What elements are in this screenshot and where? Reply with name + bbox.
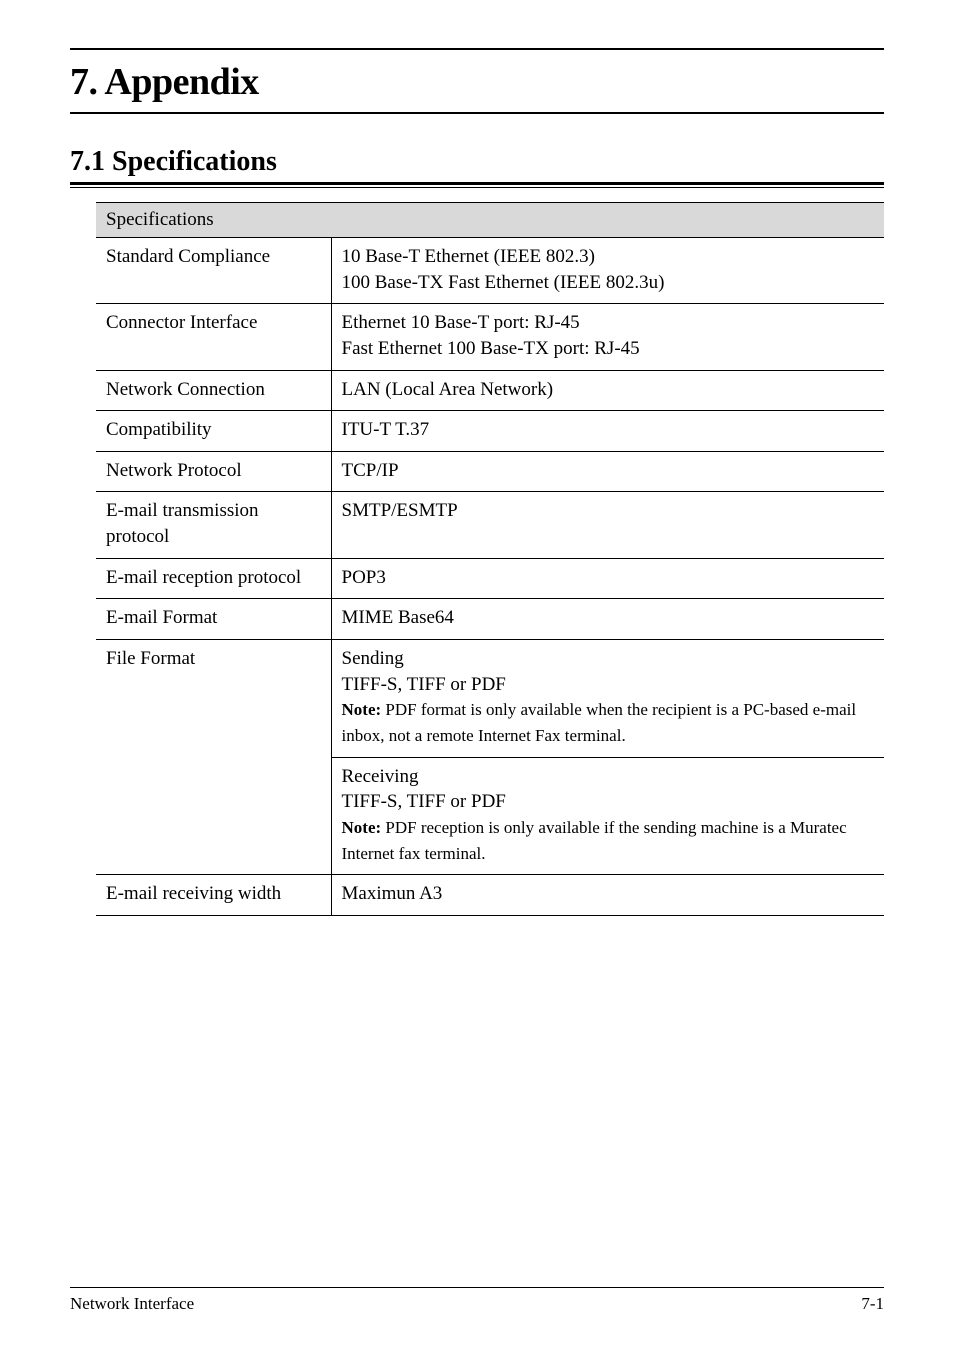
note-label: Note: bbox=[342, 818, 382, 837]
spec-label: E-mail transmission protocol bbox=[96, 492, 331, 558]
footer-right: 7-1 bbox=[861, 1294, 884, 1314]
spec-value: 10 Base-T Ethernet (IEEE 802.3) 100 Base… bbox=[331, 238, 884, 304]
file-format-sending-heading: Sending bbox=[342, 648, 404, 669]
table-row: E-mail transmission protocol SMTP/ESMTP bbox=[96, 492, 884, 558]
spec-value: Sending TIFF-S, TIFF or PDF Note: PDF fo… bbox=[331, 640, 884, 875]
section-rule-thick bbox=[70, 182, 884, 185]
section-title: 7.1 Specifications bbox=[70, 146, 884, 178]
spec-value: MIME Base64 bbox=[331, 599, 884, 640]
table-row: Connector Interface Ethernet 10 Base-T p… bbox=[96, 304, 884, 370]
spec-label: File Format bbox=[96, 640, 331, 875]
spec-value: Maximun A3 bbox=[331, 875, 884, 916]
spec-label: Compatibility bbox=[96, 411, 331, 452]
spec-value: POP3 bbox=[331, 558, 884, 599]
page: 7. Appendix 7.1 Specifications Specifica… bbox=[0, 0, 954, 1354]
chapter-rule bbox=[70, 112, 884, 114]
spec-label: Network Connection bbox=[96, 370, 331, 411]
spec-value-line: Ethernet 10 Base-T port: RJ-45 bbox=[342, 312, 580, 333]
chapter-title: 7. Appendix bbox=[70, 60, 884, 104]
spec-value-line: 10 Base-T Ethernet (IEEE 802.3) bbox=[342, 246, 595, 267]
table-header-row: Specifications bbox=[96, 203, 884, 238]
spec-label: E-mail receiving width bbox=[96, 875, 331, 916]
spec-value: ITU-T T.37 bbox=[331, 411, 884, 452]
section-rule-thin bbox=[70, 187, 884, 188]
spec-value-line: 100 Base-TX Fast Ethernet (IEEE 802.3u) bbox=[342, 272, 665, 293]
table-caption: Specifications bbox=[96, 203, 884, 238]
spec-label: Connector Interface bbox=[96, 304, 331, 370]
note-label: Note: bbox=[342, 700, 382, 719]
spec-label: Standard Compliance bbox=[96, 238, 331, 304]
spec-label: Network Protocol bbox=[96, 451, 331, 492]
inner-divider bbox=[332, 757, 885, 758]
table-row: E-mail reception protocol POP3 bbox=[96, 558, 884, 599]
spec-label: E-mail Format bbox=[96, 599, 331, 640]
file-format-receiving-heading: Receiving bbox=[342, 766, 419, 787]
footer-left: Network Interface bbox=[70, 1294, 194, 1314]
footer-rule bbox=[70, 1287, 884, 1288]
top-rule bbox=[70, 48, 884, 50]
spec-value-line: Fast Ethernet 100 Base-TX port: RJ-45 bbox=[342, 338, 640, 359]
page-footer: Network Interface 7-1 bbox=[70, 1287, 884, 1314]
file-format-receiving-line: TIFF-S, TIFF or PDF bbox=[342, 791, 506, 812]
specs-table: Specifications Standard Compliance 10 Ba… bbox=[96, 202, 884, 916]
note-text: PDF format is only available when the re… bbox=[342, 700, 857, 745]
table-row: Standard Compliance 10 Base-T Ethernet (… bbox=[96, 238, 884, 304]
table-row: Network Connection LAN (Local Area Netwo… bbox=[96, 370, 884, 411]
table-row: Network Protocol TCP/IP bbox=[96, 451, 884, 492]
note-text: PDF reception is only available if the s… bbox=[342, 818, 847, 863]
file-format-sending-line: TIFF-S, TIFF or PDF bbox=[342, 674, 506, 695]
spec-label: E-mail reception protocol bbox=[96, 558, 331, 599]
spec-value: LAN (Local Area Network) bbox=[331, 370, 884, 411]
table-row: E-mail receiving width Maximun A3 bbox=[96, 875, 884, 916]
spec-value: TCP/IP bbox=[331, 451, 884, 492]
spec-value: Ethernet 10 Base-T port: RJ-45 Fast Ethe… bbox=[331, 304, 884, 370]
table-row-file-format: File Format Sending TIFF-S, TIFF or PDF … bbox=[96, 640, 884, 875]
spec-value: SMTP/ESMTP bbox=[331, 492, 884, 558]
table-row: E-mail Format MIME Base64 bbox=[96, 599, 884, 640]
table-row: Compatibility ITU-T T.37 bbox=[96, 411, 884, 452]
